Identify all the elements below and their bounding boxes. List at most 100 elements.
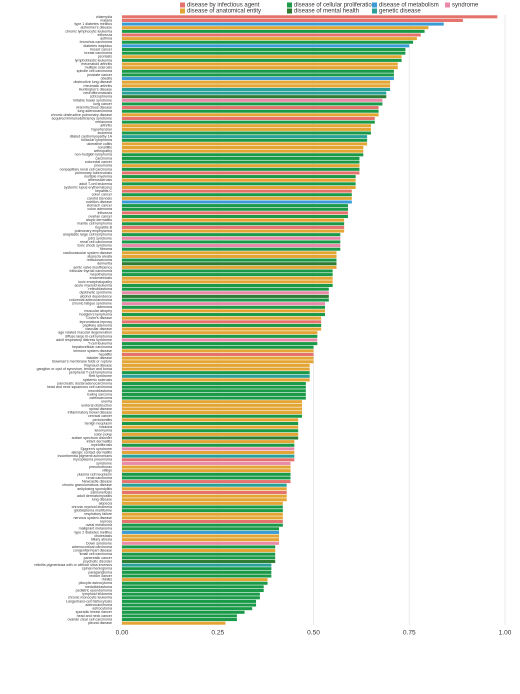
- y-tick-label: breast carcinoma: [84, 51, 112, 55]
- bar: [122, 538, 280, 542]
- y-tick-label: endometriosis: [90, 276, 113, 280]
- bar: [122, 273, 333, 277]
- bar: [122, 516, 283, 520]
- bar: [122, 95, 387, 99]
- y-tick-label: cervical cancer: [88, 414, 113, 418]
- bar: [122, 549, 276, 553]
- y-tick-label: toxic encephalopathy: [78, 280, 112, 284]
- bar: [122, 483, 287, 487]
- legend-label: disease of cellular proliferation: [294, 3, 375, 9]
- bar: [122, 265, 337, 269]
- bar: [122, 345, 314, 349]
- bar: [122, 545, 276, 549]
- bar: [122, 498, 287, 502]
- legend-label: disease by infectious agent: [187, 3, 260, 9]
- y-tick-label: age related macular degeneration: [58, 331, 112, 335]
- bar: [122, 156, 360, 160]
- bar: [122, 592, 260, 596]
- bar: [122, 374, 310, 378]
- y-tick-label: colon adenoma: [87, 207, 112, 211]
- bar: [122, 432, 299, 436]
- y-tick-label: periodontitis: [93, 418, 113, 422]
- y-tick-label: lymphoid leukemia: [82, 592, 112, 596]
- y-tick-label: pneumothorax: [89, 465, 112, 469]
- bar: [122, 80, 391, 84]
- y-tick-label: aortic valve insufficiency: [73, 265, 112, 269]
- legend-swatch: [180, 2, 185, 8]
- y-tick-label: muscular atrophy: [84, 309, 112, 313]
- bar: [122, 44, 410, 48]
- bar: [122, 262, 337, 266]
- bar: [122, 621, 226, 625]
- bar: [122, 316, 322, 320]
- y-tick-label: colorectal adenocarcinoma: [69, 298, 112, 302]
- bar: [122, 461, 291, 465]
- bar: [122, 55, 402, 59]
- bar: [122, 164, 360, 168]
- y-tick-label: nonpapillary renal cell carcinoma: [60, 167, 112, 171]
- bar: [122, 585, 264, 589]
- bar: [122, 106, 379, 110]
- bar: [122, 135, 368, 139]
- y-tick-label: colorectal cancer: [85, 160, 113, 164]
- y-tick-label: neurofibromatosis: [83, 91, 112, 95]
- bar: [122, 109, 379, 113]
- y-tick-label: adenocarcinoma: [85, 603, 112, 607]
- bar: [122, 494, 287, 498]
- y-tick-label: nutrition disease: [86, 200, 112, 204]
- y-tick-label: pleural disease: [88, 621, 112, 625]
- y-tick-label: multiple sclerosis: [85, 66, 113, 70]
- bar: [122, 102, 383, 106]
- y-tick-label: diffuse large B-cell lymphoma: [65, 334, 112, 338]
- bar: [122, 185, 356, 189]
- y-tick-label: hepatocellular carcinoma: [72, 345, 112, 349]
- bar: [122, 298, 329, 302]
- y-tick-label: uremia: [101, 400, 112, 404]
- y-tick-label: inflammatory bowel disease: [68, 411, 112, 415]
- y-tick-label: small cell carcinoma: [80, 552, 112, 556]
- y-tick-label: tonsillitis: [98, 145, 112, 149]
- bar: [122, 276, 333, 280]
- bar: [122, 69, 394, 73]
- y-tick-label: schizophrenia: [90, 95, 112, 99]
- y-tick-label: papillary adenoma: [83, 323, 112, 327]
- x-tick-label: 0.50: [307, 630, 320, 637]
- bar: [122, 559, 276, 563]
- bar: [122, 411, 303, 415]
- y-tick-label: chronic fatigue syndrome: [72, 302, 112, 306]
- y-tick-label: rheumatic arthritis: [83, 84, 112, 88]
- y-tick-label: leukemia: [98, 131, 112, 135]
- y-tick-label: atherosclerosis: [88, 178, 112, 182]
- y-tick-label: influenza: [98, 211, 112, 215]
- y-tick-label: immune system disease: [73, 349, 112, 353]
- y-tick-label: glioblastoma multiforme: [74, 509, 112, 513]
- y-tick-label: alcohol dependence: [80, 294, 112, 298]
- bar: [122, 189, 352, 193]
- y-tick-label: T-cell leukemia: [88, 342, 112, 346]
- y-tick-label: spinal disease: [89, 407, 112, 411]
- y-tick-label: retinitis pigmentosa with or without sit…: [34, 563, 112, 567]
- bar: [122, 574, 272, 578]
- y-tick-label: alzheimer's disease: [81, 26, 112, 30]
- y-tick-label: adult respiratory distress syndrome: [56, 338, 112, 342]
- y-tick-label: congenital heart disease: [73, 549, 112, 553]
- bar: [122, 523, 283, 527]
- bar: [122, 556, 276, 560]
- bar: [122, 193, 352, 197]
- y-tick-label: viral infectious disease: [76, 106, 112, 110]
- y-tick-label: spindle cell carcinoma: [77, 69, 112, 73]
- bar: [122, 214, 348, 219]
- bar: [122, 58, 402, 62]
- bar: [122, 443, 295, 447]
- bar: [122, 342, 318, 346]
- bar: [122, 305, 325, 309]
- y-tick-label: leiomyoma: [95, 429, 112, 433]
- y-tick-label: rosacea: [99, 425, 112, 429]
- y-tick-label: medulloblastoma: [85, 585, 112, 589]
- bar: [122, 323, 322, 327]
- y-tick-label: lung adenocarcinoma: [78, 109, 112, 113]
- bar: [122, 487, 287, 491]
- y-tick-label: ureteral obstruction: [81, 403, 112, 407]
- bar: [122, 29, 425, 33]
- y-tick-label: peripheral T-cell lymphoma: [69, 371, 112, 375]
